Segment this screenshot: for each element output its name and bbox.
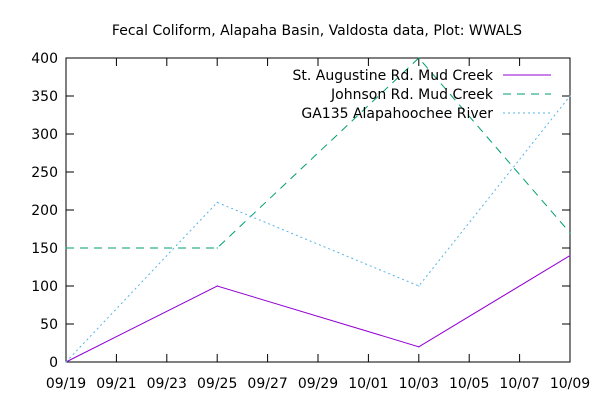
data-point-2-3 — [418, 57, 420, 59]
y-tick-label: 350 — [31, 89, 58, 105]
data-point-3-4 — [569, 95, 571, 97]
y-tick-label: 50 — [40, 317, 58, 333]
y-tick-label: 0 — [49, 355, 58, 371]
x-tick-label: 09/29 — [298, 376, 338, 392]
data-point-3-1 — [65, 361, 67, 363]
data-point-2-2 — [216, 247, 218, 249]
series-group — [65, 57, 571, 363]
data-point-3-3 — [418, 285, 420, 287]
legend: St. Augustine Rd. Mud Creek Johnson Rd. M… — [293, 68, 551, 122]
x-tick-label: 10/01 — [348, 376, 388, 392]
data-point-1-3 — [418, 346, 420, 348]
x-tick-label: 10/03 — [399, 376, 439, 392]
y-tick-label: 400 — [31, 51, 58, 67]
series-line-3 — [65, 95, 571, 363]
x-tick-label: 09/27 — [247, 376, 287, 392]
axes: 0 50 100 150 200 250 300 350 400 09/19 09/21 09/23 0… — [31, 51, 590, 392]
legend-label-2: Johnson Rd. Mud Creek — [330, 87, 494, 103]
y-tick-label: 250 — [31, 165, 58, 181]
data-point-2-1 — [65, 247, 67, 249]
data-point-2-4 — [569, 232, 571, 234]
y-tick-label: 100 — [31, 279, 58, 295]
x-tick-label: 09/25 — [197, 376, 237, 392]
legend-label-1: St. Augustine Rd. Mud Creek — [293, 68, 494, 84]
data-point-1-4 — [569, 255, 571, 257]
data-point-1-2 — [216, 285, 218, 287]
y-tick-label: 150 — [31, 241, 58, 257]
series-line-1 — [65, 255, 571, 363]
x-tick-label: 10/07 — [499, 376, 539, 392]
y-tick-label: 200 — [31, 203, 58, 219]
data-point-3-2 — [216, 201, 218, 203]
x-tick-label: 09/23 — [147, 376, 187, 392]
x-tick-label: 10/09 — [550, 376, 590, 392]
legend-label-3: GA135 Alapahoochee River — [301, 106, 493, 122]
x-tick-label: 09/19 — [46, 376, 86, 392]
x-tick-label: 09/21 — [96, 376, 136, 392]
series-line-2 — [66, 57, 571, 249]
y-tick-label: 300 — [31, 127, 58, 143]
chart-title: Fecal Coliform, Alapaha Basin, Valdosta … — [112, 23, 522, 39]
x-tick-label: 10/05 — [449, 376, 489, 392]
